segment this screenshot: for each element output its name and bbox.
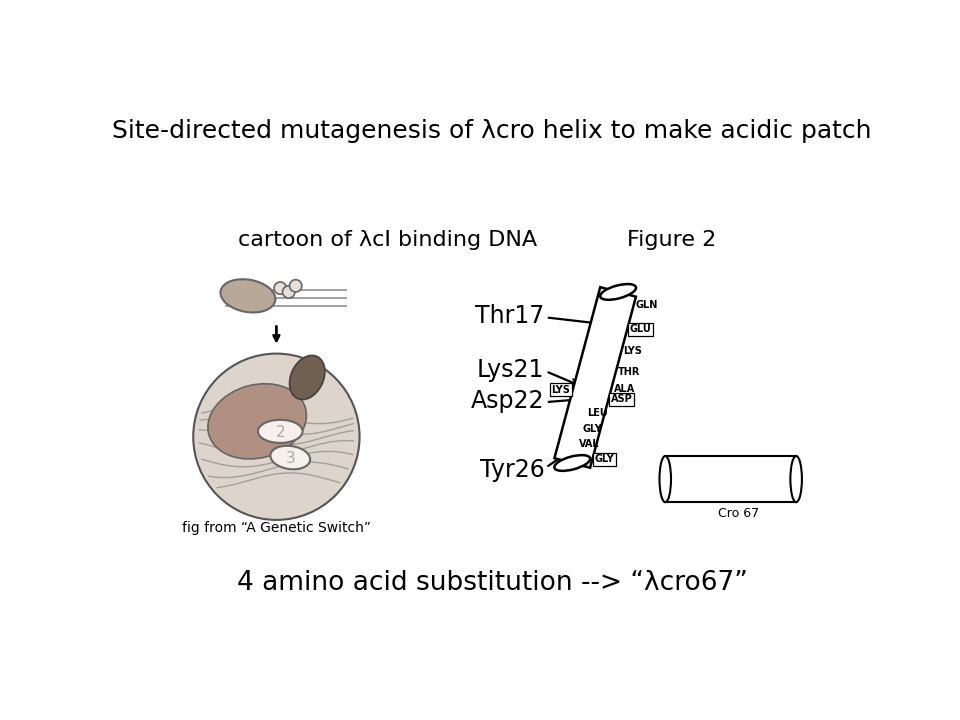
Text: ASP: ASP	[611, 395, 633, 405]
Circle shape	[282, 286, 295, 298]
Text: Tyr26: Tyr26	[480, 458, 544, 482]
Text: Thr17: Thr17	[475, 304, 544, 328]
Text: 3: 3	[285, 451, 295, 466]
Text: THR: THR	[618, 367, 640, 377]
Text: cartoon of λcI binding DNA: cartoon of λcI binding DNA	[238, 230, 537, 251]
Text: LYS: LYS	[624, 346, 642, 356]
Ellipse shape	[600, 284, 636, 300]
Circle shape	[193, 354, 360, 520]
Text: GLY: GLY	[583, 424, 603, 433]
Text: GLY: GLY	[594, 454, 614, 464]
Ellipse shape	[221, 279, 276, 312]
Text: Cro 67: Cro 67	[718, 508, 759, 521]
Ellipse shape	[271, 446, 310, 469]
Text: LYS: LYS	[552, 384, 570, 395]
Text: Figure 2: Figure 2	[627, 230, 716, 251]
Ellipse shape	[208, 384, 306, 459]
Text: Site-directed mutagenesis of λcro helix to make acidic patch: Site-directed mutagenesis of λcro helix …	[112, 119, 872, 143]
Ellipse shape	[290, 356, 324, 400]
Text: VAL: VAL	[579, 439, 599, 449]
Ellipse shape	[660, 456, 671, 502]
Polygon shape	[665, 456, 796, 502]
Text: GLU: GLU	[630, 324, 651, 334]
Circle shape	[275, 282, 286, 294]
Text: 4 amino acid substitution --> “λcro67”: 4 amino acid substitution --> “λcro67”	[236, 570, 748, 596]
Text: GLN: GLN	[636, 300, 659, 310]
Text: 2: 2	[276, 425, 285, 440]
Circle shape	[290, 279, 301, 292]
Text: Lys21: Lys21	[477, 358, 544, 382]
Text: fig from “A Genetic Switch”: fig from “A Genetic Switch”	[181, 521, 371, 535]
Ellipse shape	[554, 455, 590, 471]
Ellipse shape	[790, 456, 802, 502]
Polygon shape	[555, 287, 636, 468]
Text: Asp22: Asp22	[470, 389, 544, 413]
Ellipse shape	[258, 420, 302, 443]
Text: ALA: ALA	[613, 384, 635, 394]
Text: LEU: LEU	[588, 408, 608, 418]
